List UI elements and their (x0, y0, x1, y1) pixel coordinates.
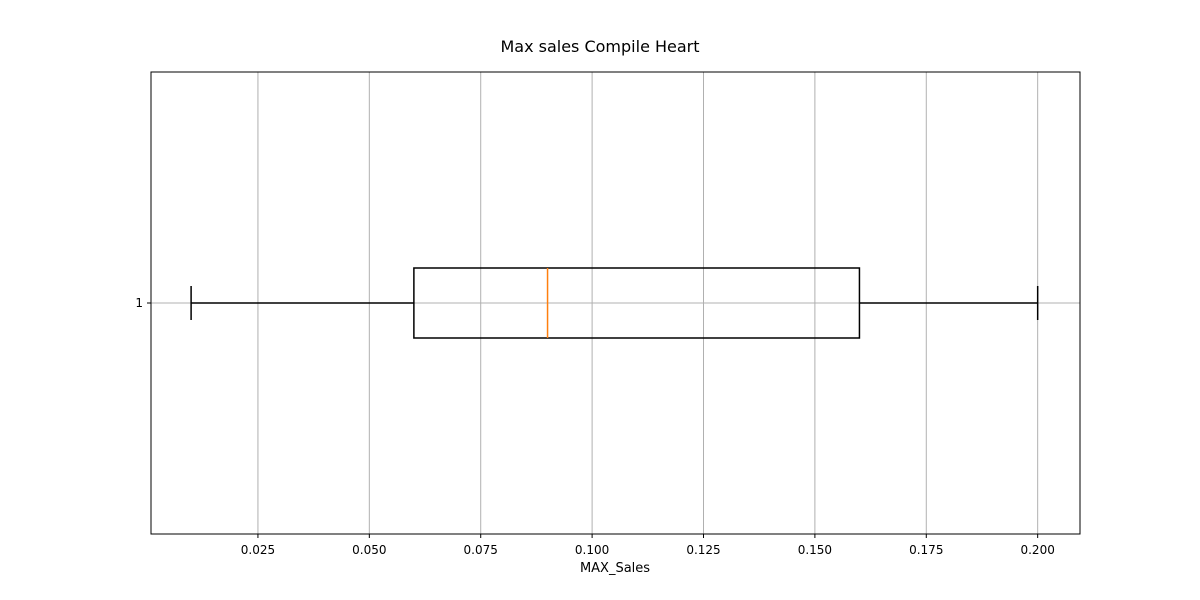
x-tick-label: 0.175 (909, 543, 943, 557)
chart-title: Max sales Compile Heart (500, 37, 700, 56)
x-tick-label: 0.100 (575, 543, 609, 557)
x-tick-label: 0.050 (352, 543, 386, 557)
x-tick-label: 0.150 (798, 543, 832, 557)
x-axis-ticks: 0.025 0.050 0.075 0.100 0.125 0.150 0.175 0.200 (241, 534, 1055, 557)
x-tick-label: 0.075 (464, 543, 498, 557)
y-axis-ticks: 1 (135, 296, 151, 310)
x-axis-label: MAX_Sales (579, 561, 651, 576)
x-tick-label: 0.200 (1020, 543, 1054, 557)
box-plot-group (190, 267, 1039, 339)
y-tick-label: 1 (135, 296, 143, 310)
x-tick-label: 0.125 (686, 543, 720, 557)
x-tick-label: 0.025 (241, 543, 275, 557)
iqr-box (413, 267, 861, 339)
